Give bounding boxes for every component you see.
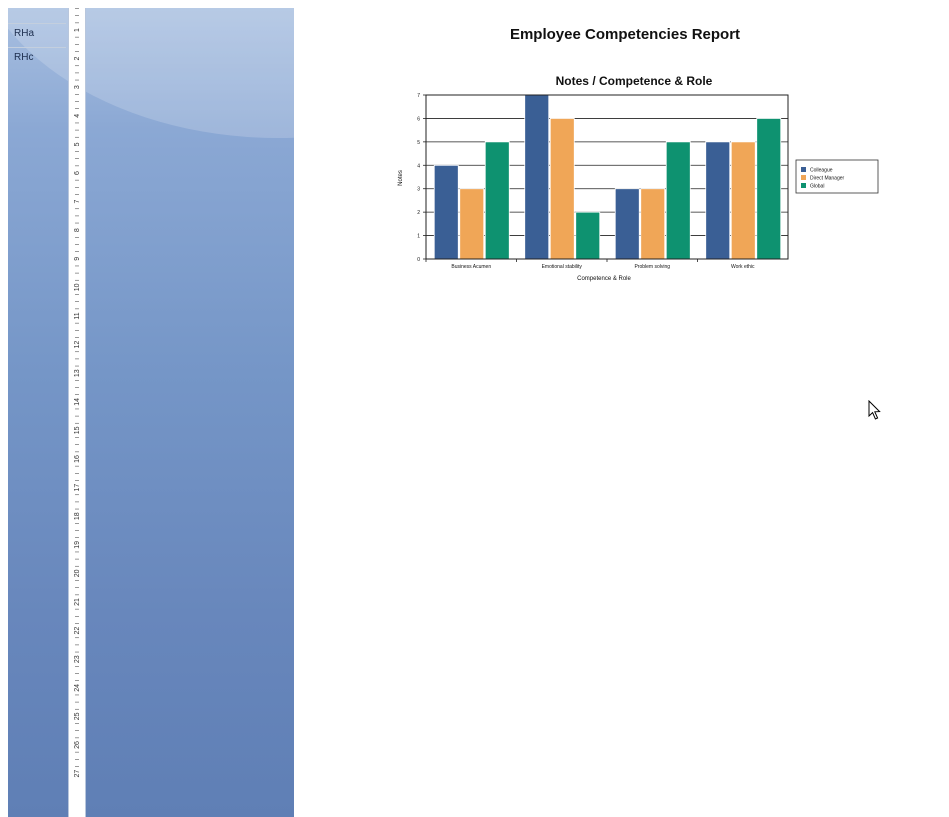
- bar-chart: Notes / Competence & Role 0 1 2 3 4 5 6 7 Busine…: [398, 74, 879, 282]
- legend-label: Colleague: [810, 168, 833, 174]
- x-tick-label: Problem solving: [634, 264, 670, 270]
- bar-global: [756, 118, 782, 260]
- y-tick-label: 5: [417, 140, 420, 146]
- ruler-label: 9: [74, 257, 81, 261]
- ruler-label: 13: [74, 369, 81, 377]
- ruler-label: 26: [74, 741, 81, 749]
- ruler-label: 21: [74, 598, 81, 606]
- chart-title: Notes / Competence & Role: [556, 74, 713, 88]
- x-tick-label: Business Acumen: [451, 264, 491, 270]
- bar-global: [575, 211, 601, 260]
- vertical-ruler[interactable]: 1 2 3 4 5 6 7 8 9 10 11 12 13 14 15 16 17 18 19 20 21 22 23 24 2…: [68, 8, 86, 817]
- bar-direct-manager: [549, 118, 575, 260]
- arrow-pointer-icon: [868, 400, 881, 420]
- ruler-label: 2: [74, 57, 81, 61]
- ruler-label: 15: [74, 426, 81, 434]
- y-tick-label: 2: [417, 210, 420, 216]
- y-tick-label: 3: [417, 187, 420, 193]
- section-list: RHa RHc: [8, 23, 66, 71]
- ruler-label: 12: [74, 341, 81, 349]
- bar-global: [484, 141, 510, 260]
- section-item-rhc[interactable]: RHc: [8, 47, 66, 71]
- y-tick-label: 1: [417, 234, 420, 240]
- bar-direct-manager: [640, 188, 666, 260]
- ruler-label: 18: [74, 512, 81, 520]
- report-sections-panel: RHa RHc 1 2 3 4 5 6 7 8 9 10 11 12 13 14 15 16 17 18 19 20 2…: [8, 8, 294, 817]
- legend-swatch: [801, 175, 806, 180]
- ruler-ticks: 1234567891011121314151617181920212223242…: [74, 8, 81, 778]
- ruler-label: 25: [74, 712, 81, 720]
- section-item-rha[interactable]: RHa: [8, 23, 66, 47]
- ruler-label: 6: [74, 171, 81, 175]
- y-tick-label: 7: [417, 93, 420, 99]
- ruler-label: 4: [74, 114, 81, 118]
- ruler-label: 11: [74, 312, 81, 319]
- ruler-label: 27: [74, 770, 81, 778]
- ruler-label: 24: [74, 684, 81, 692]
- x-axis-label: Competence & Role: [577, 276, 631, 282]
- ruler-label: 16: [74, 455, 81, 463]
- bar-colleague: [433, 164, 459, 260]
- ruler-label: 3: [74, 85, 81, 89]
- ruler-label: 10: [74, 283, 81, 291]
- ruler-label: 22: [74, 627, 81, 635]
- bar-colleague: [614, 188, 640, 260]
- y-tick-label: 6: [417, 116, 420, 122]
- chart-axes: 0 1 2 3 4 5 6 7 Business Acumen Emotional stabili…: [417, 93, 789, 270]
- ruler-label: 5: [74, 142, 81, 146]
- chart-bars: [433, 94, 782, 260]
- bar-direct-manager: [730, 141, 756, 260]
- ruler-label: 8: [74, 228, 81, 232]
- ruler-label: 17: [74, 484, 81, 492]
- bar-global: [665, 141, 691, 260]
- ruler-label: 20: [74, 569, 81, 577]
- legend-swatch: [801, 167, 806, 172]
- legend-label: Direct Manager: [810, 176, 845, 182]
- bar-colleague: [705, 141, 731, 260]
- y-tick-label: 4: [417, 163, 420, 169]
- bar-direct-manager: [459, 188, 485, 260]
- chart-legend: Colleague Direct Manager Global: [795, 159, 879, 194]
- y-axis-label: Notes: [398, 170, 404, 186]
- ruler-label: 23: [74, 655, 81, 663]
- legend-label: Global: [810, 184, 824, 190]
- legend-swatch: [801, 183, 806, 188]
- ruler-label: 1: [74, 28, 81, 32]
- legend-box: [795, 159, 879, 194]
- ruler-label: 7: [74, 200, 81, 204]
- ruler-label: 14: [74, 398, 81, 406]
- y-tick-label: 0: [417, 257, 420, 263]
- ruler-label: 19: [74, 541, 81, 549]
- bar-colleague: [524, 94, 550, 260]
- x-tick-label: Work ethic: [731, 264, 755, 270]
- report-title: Employee Competencies Report: [509, 26, 741, 43]
- x-tick-label: Emotional stability: [542, 264, 583, 270]
